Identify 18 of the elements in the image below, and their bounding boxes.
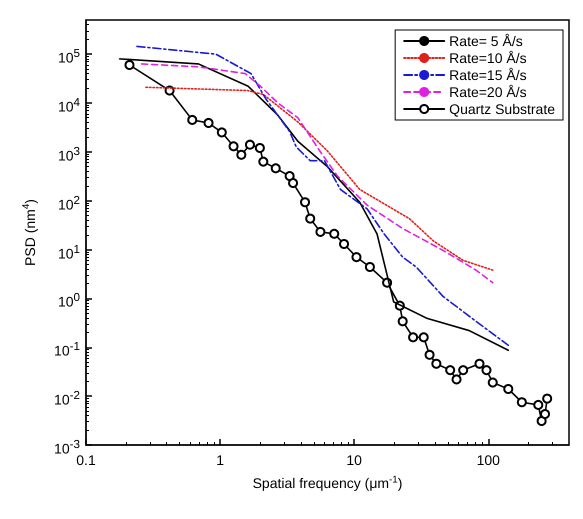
legend-label: Rate=20 Å/s [449, 84, 527, 100]
y-tick-label: 10$^{4}$ [58, 95, 80, 115]
y-tick-label: 10$^{2}$ [58, 192, 80, 212]
y-tick-label: 10$^{-2}$ [54, 388, 80, 408]
legend-label: Rate=15 Å/s [449, 67, 527, 83]
y-tick-label: 10$^{-1}$ [54, 339, 80, 359]
legend-label: Quartz Substrate [449, 101, 556, 117]
x-tick-label: 10 [346, 452, 362, 468]
x-tick-label: 100 [476, 452, 500, 468]
y-tick-label: 10$^{3}$ [58, 144, 80, 164]
x-tick-label: 1 [216, 452, 224, 468]
y-tick-label: 10$^{5}$ [58, 46, 80, 66]
legend-label: Rate= 5 Å/s [449, 33, 523, 49]
y-tick-label: 10$^{0}$ [58, 290, 80, 310]
y-tick-label: 10$^{1}$ [58, 242, 80, 262]
x-tick-label: 0.1 [76, 452, 96, 468]
legend-label: Rate=10 Å/s [449, 50, 527, 66]
y-axis-title: PSD (nm4) [21, 199, 38, 266]
